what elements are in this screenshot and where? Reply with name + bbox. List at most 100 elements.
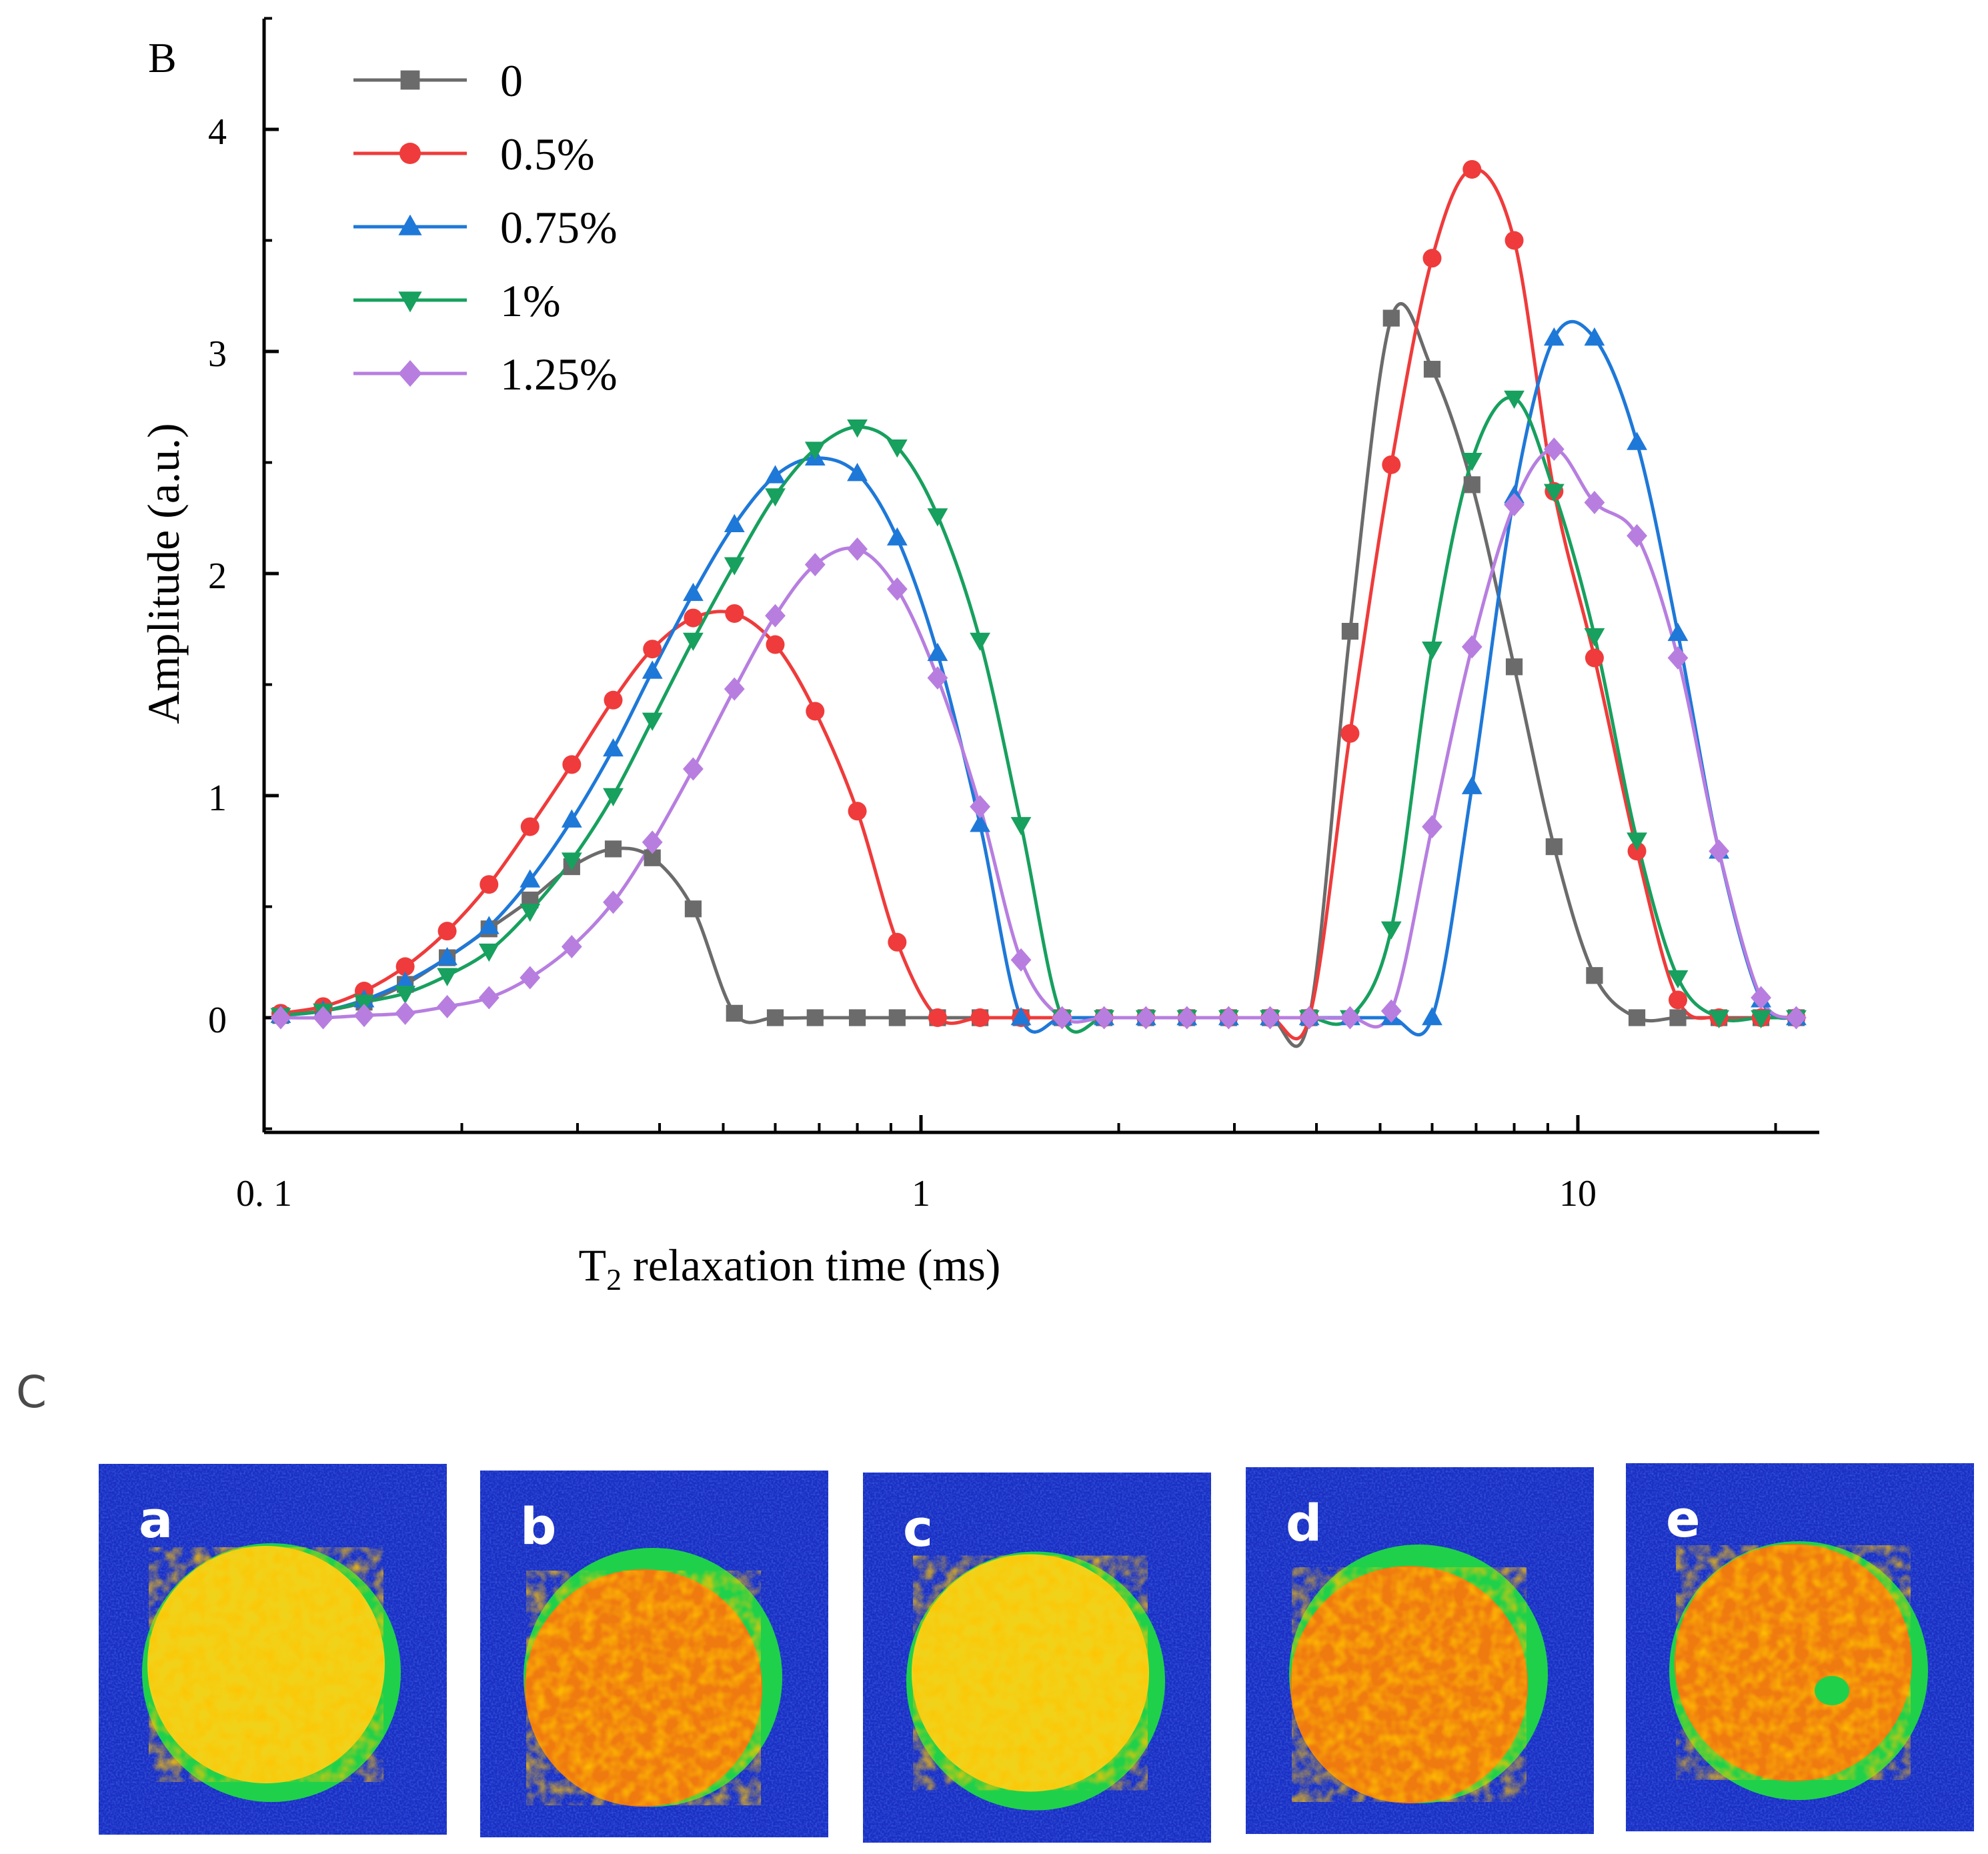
x-ticks: 0. 1 1 10 xyxy=(236,1115,1777,1214)
mri-label-b: b xyxy=(520,1497,556,1556)
data-point-2-14 xyxy=(847,463,868,482)
data-point-3-14 xyxy=(847,419,868,438)
data-point-4-7 xyxy=(561,934,582,958)
data-point-1-5 xyxy=(479,875,499,894)
data-point-4-31 xyxy=(1543,437,1565,461)
mri-panel-d: d xyxy=(1246,1467,1594,1834)
mri-label-e: e xyxy=(1666,1489,1701,1549)
data-point-4-14 xyxy=(847,537,868,561)
y-tick-label: 2 xyxy=(208,556,227,597)
series-line-2 xyxy=(280,319,1797,1037)
data-point-4-3 xyxy=(395,1001,416,1025)
mri-panel-a: a xyxy=(99,1464,447,1835)
data-point-2-32 xyxy=(1584,327,1605,346)
data-point-2-11 xyxy=(724,514,745,532)
data-point-2-3 xyxy=(395,971,416,990)
data-point-2-29 xyxy=(1461,776,1482,794)
data-point-1-9 xyxy=(643,640,662,659)
legend-marker-0 xyxy=(400,70,420,90)
data-point-1-10 xyxy=(684,608,703,628)
x-axis-label-sub: 2 xyxy=(606,1262,622,1296)
data-point-2-8 xyxy=(603,738,624,757)
x-tick-label: 10 xyxy=(1559,1173,1597,1214)
data-point-1-6 xyxy=(520,817,540,836)
data-point-1-34 xyxy=(1669,990,1688,1010)
data-point-4-4 xyxy=(437,994,457,1018)
data-point-4-35 xyxy=(1709,839,1730,863)
data-point-3-2 xyxy=(353,994,375,1013)
legend: 0 0.5% 0.75% 1% 1.25% xyxy=(353,55,618,399)
data-point-4-21 xyxy=(1135,1006,1156,1030)
data-point-0-15 xyxy=(888,1009,906,1026)
data-point-4-26 xyxy=(1340,1006,1360,1030)
x-tick-label: 0. 1 xyxy=(236,1173,292,1214)
legend-label-4: 1.25% xyxy=(500,349,618,399)
mri-sample-texture xyxy=(1292,1567,1527,1802)
data-point-4-19 xyxy=(1052,1006,1073,1030)
data-point-0-31 xyxy=(1545,838,1563,856)
data-point-3-30 xyxy=(1504,390,1525,409)
data-point-3-6 xyxy=(520,903,541,922)
data-point-4-2 xyxy=(353,1004,375,1028)
data-point-3-31 xyxy=(1543,484,1565,502)
data-point-4-18 xyxy=(1010,948,1032,972)
data-point-3-13 xyxy=(804,441,826,460)
data-point-4-16 xyxy=(927,666,948,690)
data-point-4-9 xyxy=(642,830,663,854)
panel-label-b: B xyxy=(148,34,177,81)
data-point-4-15 xyxy=(886,577,908,601)
data-point-2-34 xyxy=(1667,622,1689,642)
data-point-2-7 xyxy=(561,809,582,828)
y-tick-label: 0 xyxy=(208,1000,227,1041)
data-point-4-27 xyxy=(1380,999,1402,1023)
data-point-3-10 xyxy=(683,632,704,651)
data-point-4-24 xyxy=(1260,1006,1280,1030)
legend-marker-1 xyxy=(399,143,421,164)
data-point-2-4 xyxy=(437,946,457,966)
chart-axes xyxy=(262,19,1819,1134)
data-point-4-13 xyxy=(804,553,826,577)
data-point-3-15 xyxy=(886,439,908,458)
data-point-4-20 xyxy=(1094,1006,1114,1030)
data-point-2-33 xyxy=(1627,431,1647,450)
data-point-1-28 xyxy=(1422,249,1442,268)
data-point-4-10 xyxy=(683,757,704,781)
data-point-4-17 xyxy=(970,795,990,819)
data-point-3-18 xyxy=(1010,817,1032,836)
data-point-2-28 xyxy=(1422,1006,1442,1026)
mri-sample-texture xyxy=(149,1547,383,1782)
data-point-0-11 xyxy=(726,1004,743,1022)
data-point-3-35 xyxy=(1709,1010,1730,1029)
data-point-4-23 xyxy=(1218,1006,1239,1030)
data-point-3-34 xyxy=(1667,970,1689,989)
data-point-1-12 xyxy=(766,635,785,654)
series-line-3 xyxy=(280,395,1797,1034)
data-point-1-33 xyxy=(1627,842,1647,861)
data-point-1-8 xyxy=(604,690,623,710)
data-point-3-11 xyxy=(724,557,745,576)
data-point-3-36 xyxy=(1751,1010,1771,1029)
data-point-4-34 xyxy=(1667,646,1689,670)
data-point-1-13 xyxy=(806,702,825,721)
data-point-4-8 xyxy=(603,890,624,914)
mri-bubble xyxy=(1815,1676,1849,1705)
mri-sample-texture xyxy=(913,1555,1148,1791)
mri-panel-e: e xyxy=(1626,1463,1974,1831)
x-axis-label-main: T xyxy=(579,1240,607,1290)
data-point-0-33 xyxy=(1628,1009,1646,1026)
data-point-0-8 xyxy=(604,840,622,858)
y-tick-label: 3 xyxy=(208,333,227,375)
data-point-4-11 xyxy=(724,677,745,701)
data-point-4-36 xyxy=(1751,986,1771,1010)
data-point-4-29 xyxy=(1461,635,1482,659)
legend-marker-2 xyxy=(398,214,422,235)
data-point-1-3 xyxy=(395,957,415,976)
data-point-4-32 xyxy=(1584,490,1605,514)
y-tick-label: 4 xyxy=(208,111,227,153)
data-point-0-28 xyxy=(1423,361,1441,378)
data-point-4-28 xyxy=(1422,815,1442,839)
data-point-3-7 xyxy=(561,852,582,871)
legend-label-3: 1% xyxy=(500,275,561,326)
data-point-1-29 xyxy=(1462,159,1482,179)
